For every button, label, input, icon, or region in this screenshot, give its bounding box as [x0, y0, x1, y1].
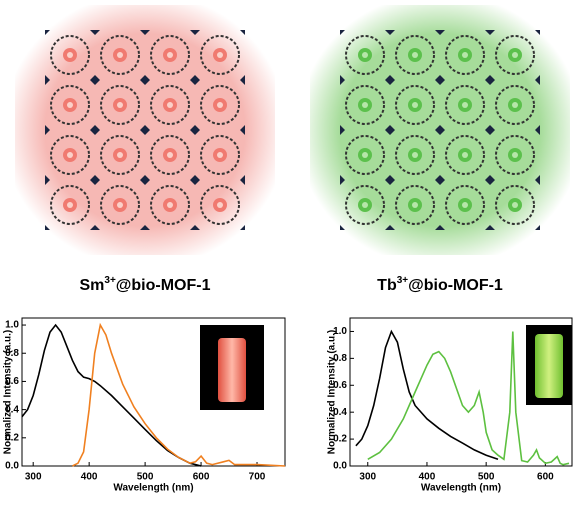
y-tick-label: 1.0: [333, 326, 347, 337]
mof-structure: [340, 30, 540, 230]
mof-structure: [45, 30, 245, 230]
series-line: [21, 323, 202, 467]
x-tick-label: 300: [25, 472, 42, 483]
y-tick-label: 0.6: [5, 376, 19, 387]
caption-base: Sm: [79, 277, 104, 294]
x-axis-label: Wavelength (nm): [421, 483, 501, 494]
series-line: [72, 322, 286, 467]
x-tick-label: 400: [81, 472, 98, 483]
caption: Tb3+@bio-MOF-1: [377, 275, 503, 295]
x-tick-label: 400: [419, 472, 436, 483]
x-tick-label: 300: [359, 472, 376, 483]
caption-base: Tb: [377, 277, 397, 294]
caption-sup: 3+: [397, 275, 409, 286]
caption-rest: @bio-MOF-1: [116, 277, 211, 294]
vial: [535, 334, 563, 398]
y-tick-label: 0.8: [333, 353, 347, 364]
plot-frame: [21, 317, 286, 467]
series-line: [367, 331, 570, 466]
x-tick-label: 700: [249, 472, 266, 483]
vial: [218, 338, 246, 402]
y-tick-label: 0.0: [5, 461, 19, 472]
y-axis-label: Normalized Intensity (a.u.): [3, 330, 14, 454]
y-tick-label: 0.4: [333, 407, 347, 418]
y-tick-label: 0.2: [5, 432, 19, 443]
y-tick-label: 0.6: [333, 380, 347, 391]
y-tick-label: 0.0: [333, 461, 347, 472]
charts: 300 400 500 600 700 0.0 0.2 0.4 0.6 0.8 1.0 Wavelen…: [3, 317, 573, 494]
x-tick-label: 600: [193, 472, 210, 483]
series-line: [355, 329, 499, 461]
y-tick-label: 1.0: [5, 320, 19, 331]
caption-sup: 3+: [104, 275, 116, 286]
y-tick-label: 0.4: [5, 404, 19, 415]
caption-rest: @bio-MOF-1: [408, 277, 503, 294]
caption: Sm3+@bio-MOF-1: [79, 275, 210, 295]
y-tick-label: 0.8: [5, 348, 19, 359]
x-tick-label: 600: [537, 472, 554, 483]
x-tick-label: 500: [478, 472, 495, 483]
y-tick-label: 0.2: [333, 434, 347, 445]
y-axis-label: Normalized Intensity (a.u.): [327, 330, 338, 454]
x-axis-label: Wavelength (nm): [113, 483, 193, 494]
x-tick-label: 500: [137, 472, 154, 483]
